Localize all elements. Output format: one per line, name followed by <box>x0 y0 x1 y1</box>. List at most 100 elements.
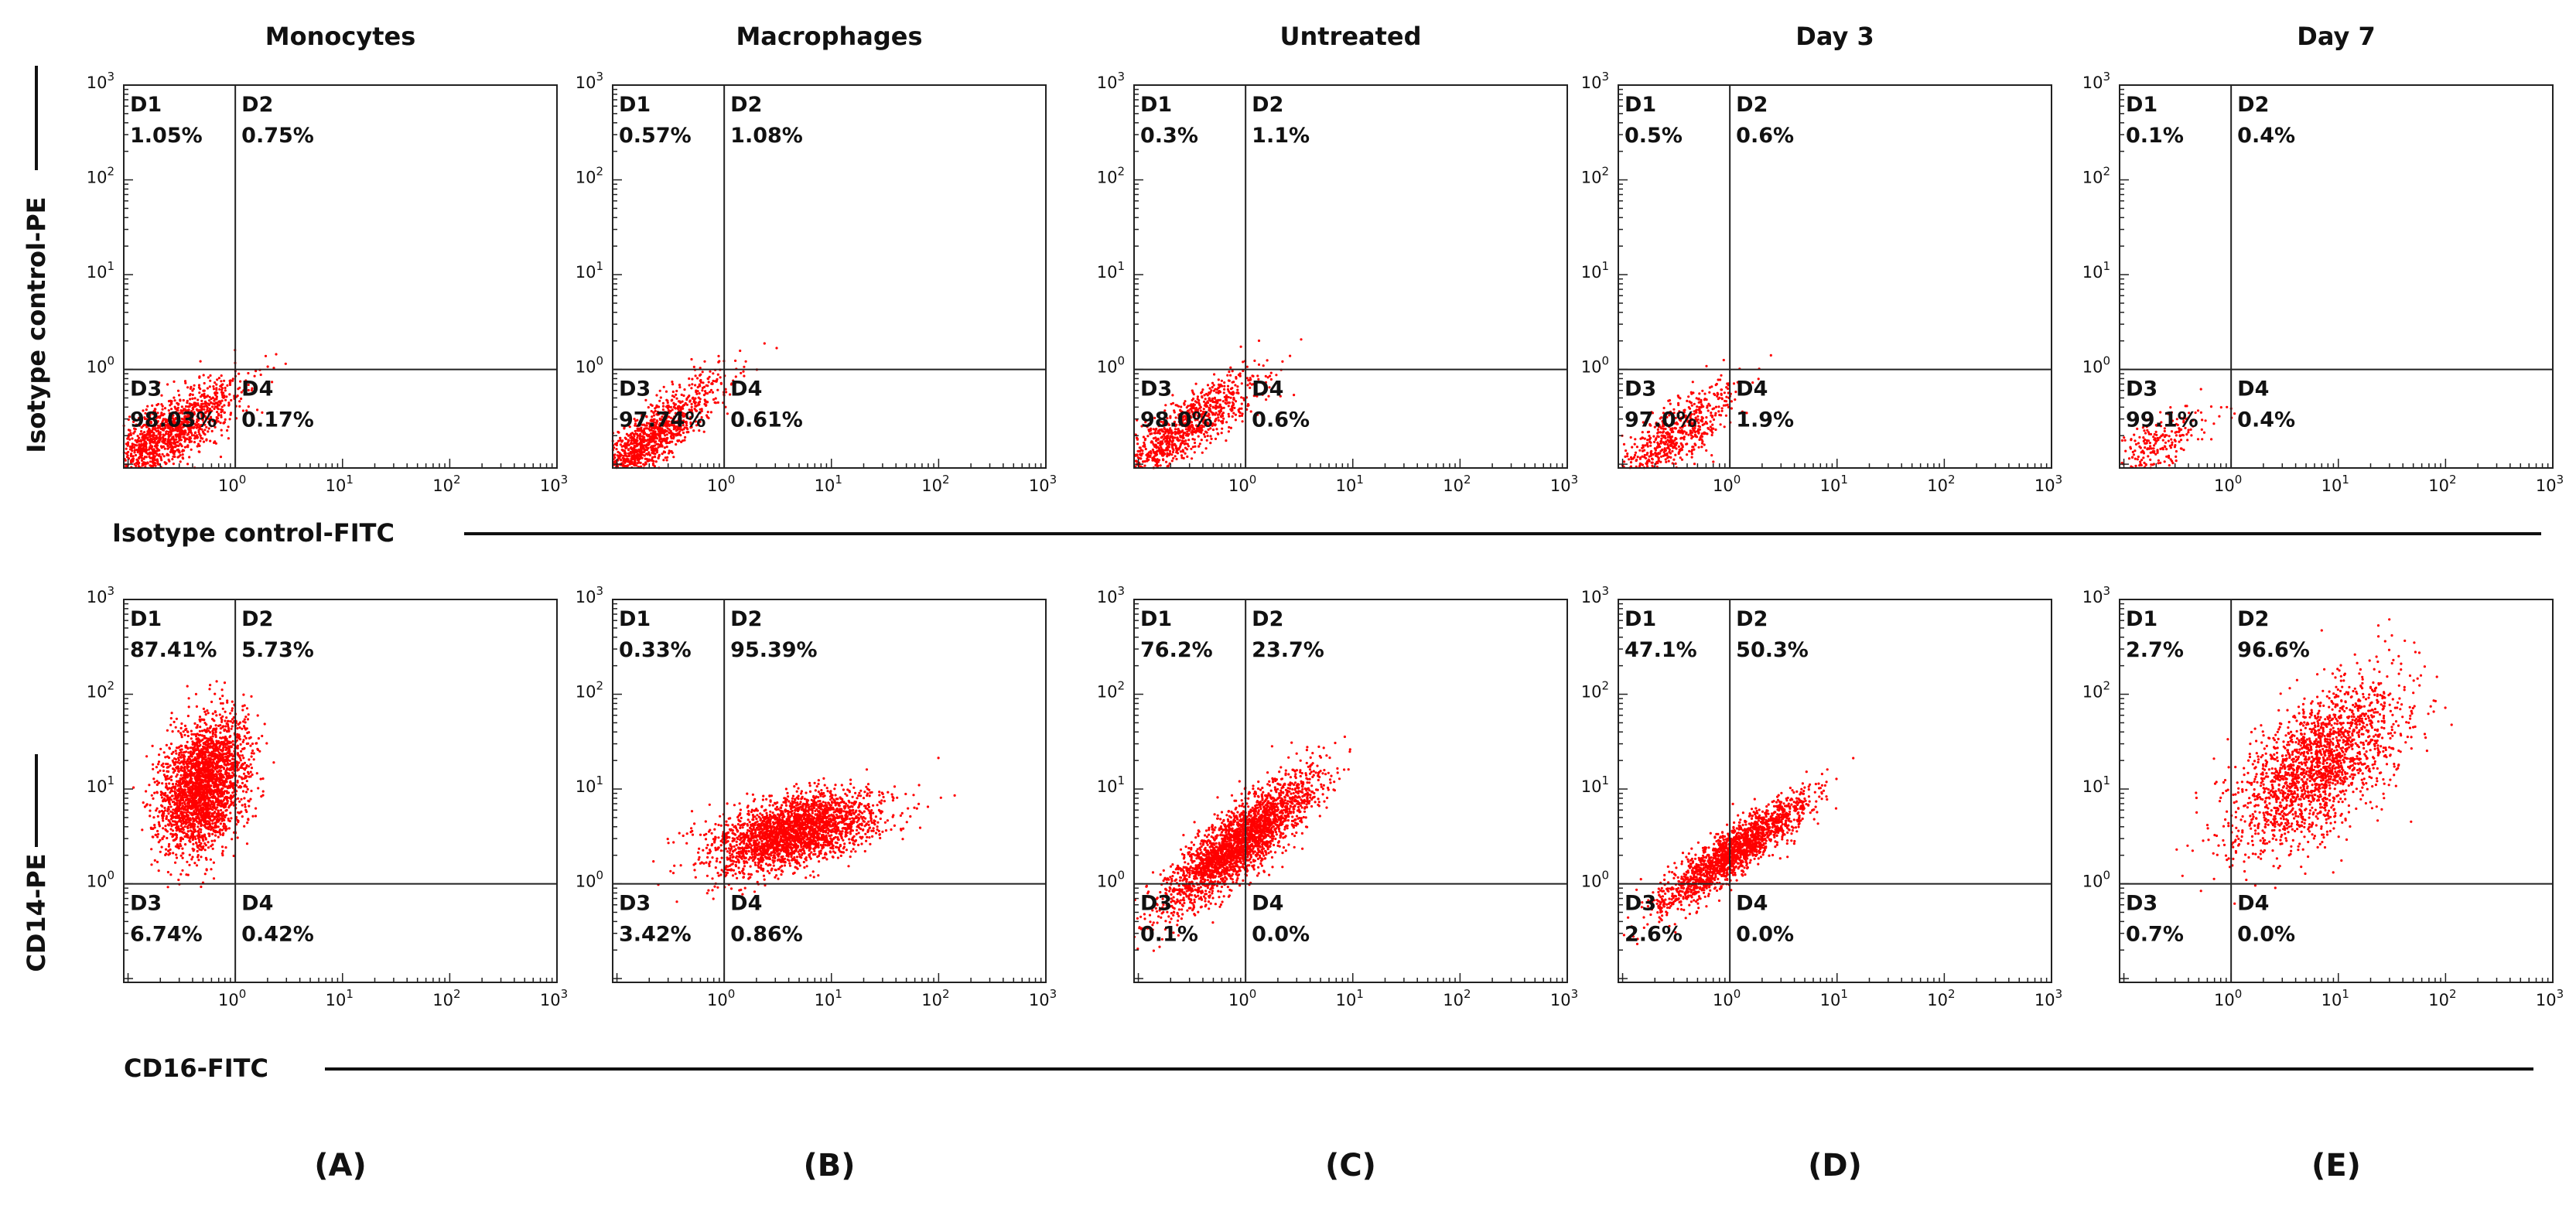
event-dot <box>138 457 141 460</box>
event-dot <box>169 442 173 445</box>
event-dot <box>638 436 642 440</box>
event-dot <box>153 452 156 455</box>
event-dot <box>1683 438 1686 441</box>
event-dot <box>275 353 278 356</box>
event-dot <box>740 371 743 374</box>
event-dot <box>621 439 624 442</box>
x-tick-label: 103 <box>2536 473 2564 495</box>
event-dot <box>158 453 161 456</box>
event-dot <box>1192 397 1195 401</box>
event-dot <box>691 397 694 400</box>
event-dot <box>223 379 226 382</box>
event-dot <box>618 452 621 455</box>
tick-exp: 2 <box>2103 165 2110 179</box>
event-dot <box>671 451 674 455</box>
quadrant-percent: 0.75% <box>241 124 314 148</box>
event-dot <box>1197 399 1201 402</box>
event-dot <box>1215 428 1218 431</box>
event-dot <box>130 453 133 456</box>
event-dot <box>1698 392 1701 395</box>
event-dot <box>196 404 200 407</box>
event-dot <box>1175 451 1178 454</box>
event-dot <box>1170 443 1174 446</box>
event-dot <box>675 393 678 396</box>
tick-base: 10 <box>1228 476 1249 495</box>
event-dot <box>1229 426 1232 429</box>
event-dot <box>179 460 182 463</box>
event-dot <box>1664 453 1667 456</box>
event-dot <box>1698 401 1701 404</box>
event-dot <box>2130 439 2133 442</box>
event-dot <box>151 459 154 463</box>
event-dot <box>210 429 214 433</box>
event-dot <box>659 396 662 399</box>
event-dot <box>1228 401 1231 405</box>
event-dot <box>229 735 232 738</box>
event-dot <box>140 449 144 452</box>
event-dot <box>1197 435 1200 438</box>
event-dot <box>152 449 155 453</box>
event-dot <box>210 405 214 408</box>
event-dot <box>149 464 152 467</box>
event-dot <box>1635 459 1638 463</box>
event-dot <box>1705 364 1708 367</box>
event-dot <box>142 446 145 449</box>
event-dot <box>1209 442 1212 445</box>
event-dot <box>1214 424 1217 427</box>
event-dot <box>1167 443 1171 446</box>
event-dot <box>1633 442 1636 446</box>
event-dot <box>661 401 665 405</box>
event-dot <box>2181 434 2185 437</box>
event-dot <box>241 709 244 712</box>
event-dot <box>1717 398 1720 401</box>
event-dot <box>627 464 630 467</box>
event-dot <box>181 453 184 456</box>
event-dot <box>625 446 628 449</box>
x-tick-label: 102 <box>921 473 949 495</box>
event-dot <box>1166 449 1169 452</box>
tick-base: 10 <box>2082 73 2103 92</box>
event-dot <box>1646 445 1649 448</box>
event-dot <box>1696 429 1700 432</box>
event-dot <box>1200 439 1203 442</box>
tick-base: 10 <box>87 73 108 92</box>
event-dot <box>627 439 630 442</box>
event-dot <box>1672 458 1676 461</box>
event-dot <box>208 385 211 388</box>
plot-panel: 100100101101102102103103D11.05%D20.75%D3… <box>87 70 568 495</box>
event-dot <box>658 453 661 457</box>
event-dot <box>1691 446 1694 449</box>
event-dot <box>164 442 167 446</box>
event-dot <box>640 439 644 442</box>
event-dot <box>149 442 152 445</box>
event-dot <box>1193 441 1197 445</box>
event-dot <box>1648 436 1652 440</box>
tick-exp: 0 <box>1734 473 1741 487</box>
tick-base: 10 <box>1581 169 1602 187</box>
tick-exp: 3 <box>107 70 114 84</box>
quadrant-name: D1 <box>2126 93 2157 117</box>
quadrant-name: D2 <box>730 93 762 117</box>
event-dot <box>1160 440 1163 443</box>
event-dot <box>2156 449 2159 452</box>
event-dot <box>688 394 691 398</box>
tick-exp: 1 <box>1356 473 1364 487</box>
event-dot <box>2199 411 2202 414</box>
event-dot <box>633 442 636 445</box>
event-dot <box>1221 400 1225 403</box>
event-dot <box>133 449 137 452</box>
event-dot <box>160 403 163 406</box>
event-dot <box>622 449 625 452</box>
event-dot <box>1232 381 1235 384</box>
event-dot <box>1713 414 1717 417</box>
event-dot <box>643 463 646 466</box>
event-dot <box>179 726 183 730</box>
event-dot <box>644 461 647 464</box>
event-dot <box>1636 456 1639 459</box>
event-dot <box>1221 427 1224 430</box>
event-dot <box>2124 449 2127 453</box>
event-dot <box>1221 422 1224 425</box>
event-dot <box>1156 438 1160 441</box>
event-dot <box>1716 394 1719 398</box>
event-dot <box>2174 444 2177 447</box>
